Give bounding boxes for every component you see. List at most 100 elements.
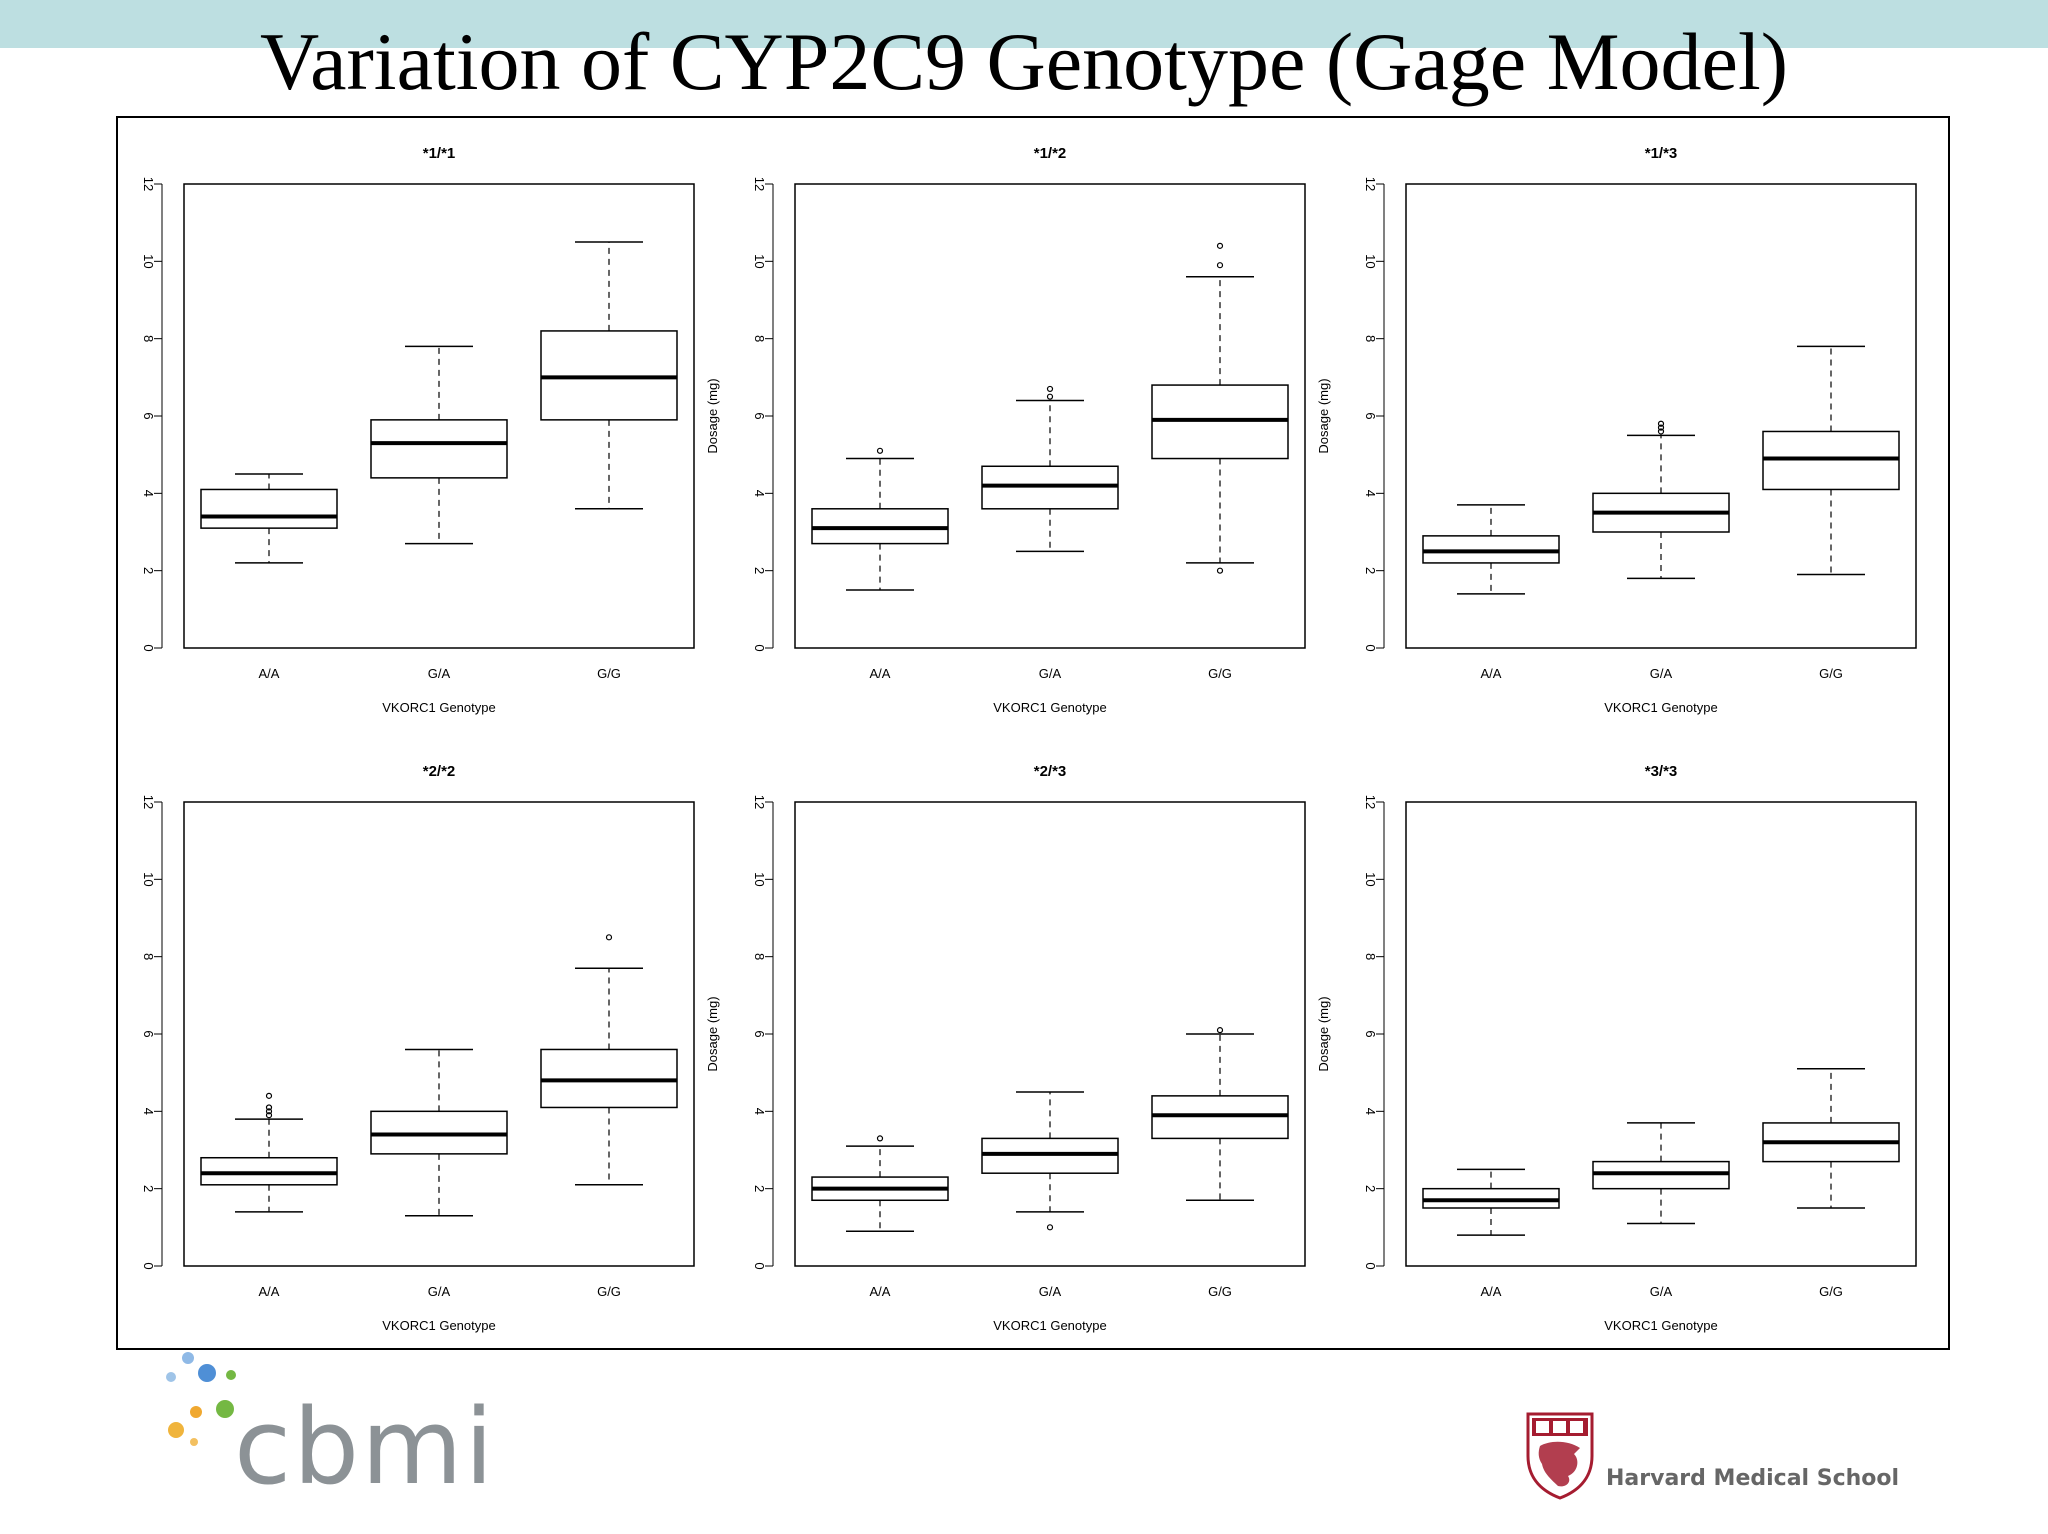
y-tick-label: 2	[141, 567, 156, 574]
y-tick-label: 4	[1363, 1108, 1378, 1115]
harvard-shield-icon	[1526, 1412, 1594, 1500]
x-tick-label: A/A	[1481, 1284, 1502, 1299]
y-axis-label: Dosage (mg)	[1316, 996, 1331, 1071]
y-tick-label: 2	[1363, 1185, 1378, 1192]
outlier-point	[1216, 262, 1224, 269]
x-tick-label: A/A	[259, 666, 280, 681]
x-tick-label: G/G	[1819, 1284, 1843, 1299]
x-axis-label: VKORC1 Genotype	[1604, 1318, 1717, 1333]
panel-title: *2/*3	[1034, 763, 1067, 780]
x-tick-label: G/A	[1039, 1284, 1062, 1299]
y-tick-label: 6	[752, 1030, 767, 1037]
y-tick-label: 4	[141, 490, 156, 497]
x-axis-label: VKORC1 Genotype	[382, 700, 495, 715]
y-tick-label: 6	[141, 1030, 156, 1037]
y-tick-label: 2	[752, 1185, 767, 1192]
y-tick-label: 2	[1363, 567, 1378, 574]
y-tick-label: 10	[141, 254, 156, 268]
y-tick-label: 10	[752, 872, 767, 886]
outlier-point	[265, 1108, 273, 1115]
x-tick-label: G/G	[1819, 666, 1843, 681]
panel-title: *3/*3	[1645, 763, 1678, 780]
cbmi-logo: cbmi	[160, 1350, 500, 1510]
outlier-point	[265, 1104, 273, 1111]
outlier-point	[1216, 567, 1224, 574]
y-tick-label: 0	[752, 644, 767, 651]
y-tick-label: 0	[141, 1262, 156, 1269]
y-tick-label: 4	[1363, 490, 1378, 497]
outlier-point	[605, 934, 613, 941]
y-tick-label: 12	[141, 795, 156, 809]
outlier-point	[1216, 242, 1224, 249]
x-tick-label: A/A	[1481, 666, 1502, 681]
y-tick-label: 8	[1363, 953, 1378, 960]
cbmi-dot-icon	[190, 1438, 198, 1446]
y-tick-label: 6	[1363, 412, 1378, 419]
outlier-point	[1657, 428, 1665, 435]
outlier-point	[1216, 1027, 1224, 1034]
harvard-medical-school-logo: Harvard Medical School	[1524, 1406, 1899, 1516]
y-tick-label: 12	[1363, 795, 1378, 809]
y-axis-label: Dosage (mg)	[1316, 378, 1331, 453]
y-tick-label: 8	[752, 953, 767, 960]
x-axis-label: VKORC1 Genotype	[993, 700, 1106, 715]
x-tick-label: G/G	[597, 1284, 621, 1299]
y-axis-label: Dosage (mg)	[705, 378, 720, 453]
plot-area	[183, 801, 695, 1267]
x-tick-label: G/G	[597, 666, 621, 681]
boxplot-panel: *1/*2 0 2 4 6 8 10 12 Dosage (mg) A/A G/A G/G VKORC1…	[705, 145, 1306, 715]
panel-title: *1/*1	[423, 145, 456, 162]
cbmi-dot-icon	[168, 1422, 184, 1438]
outlier-point	[1046, 385, 1054, 393]
cbmi-dot-icon	[226, 1370, 236, 1380]
cbmi-dot-icon	[182, 1352, 194, 1364]
x-tick-label: A/A	[870, 666, 891, 681]
boxplot-panel: *3/*3 0 2 4 6 8 10 12 Dosage (mg) A/A G/A G/G VKORC1…	[1316, 763, 1917, 1333]
panel-title: *1/*3	[1645, 145, 1678, 162]
x-tick-label: G/A	[1039, 666, 1062, 681]
plot-area	[794, 183, 1306, 649]
y-tick-label: 12	[141, 177, 156, 191]
y-tick-label: 12	[1363, 177, 1378, 191]
y-tick-label: 8	[1363, 335, 1378, 342]
panel-title: *1/*2	[1034, 145, 1067, 162]
y-tick-label: 10	[1363, 872, 1378, 886]
cbmi-dot-icon	[216, 1400, 234, 1418]
y-tick-label: 8	[752, 335, 767, 342]
outlier-point	[265, 1112, 273, 1119]
cbmi-wordmark: cbmi	[234, 1386, 496, 1508]
cbmi-dot-icon	[190, 1406, 202, 1418]
outlier-point	[1657, 424, 1665, 431]
outlier-point	[1046, 1224, 1054, 1231]
boxplot-panel: *1/*1024681012Dosage (mg)A/AG/AG/GVKORC1…	[141, 145, 695, 715]
x-axis-label: VKORC1 Genotype	[993, 1318, 1106, 1333]
y-tick-label: 6	[141, 412, 156, 419]
y-axis-label: Dosage (mg)	[705, 996, 720, 1071]
hms-wordmark: Harvard Medical School	[1606, 1466, 1900, 1491]
cbmi-dot-icon	[198, 1364, 216, 1382]
y-tick-label: 0	[752, 1262, 767, 1269]
x-axis-label: VKORC1 Genotype	[382, 1318, 495, 1333]
x-tick-label: G/G	[1208, 1284, 1232, 1299]
y-tick-label: 10	[1363, 254, 1378, 268]
box	[370, 419, 508, 479]
box	[200, 488, 338, 529]
outlier-point	[876, 1135, 884, 1142]
x-axis-label: VKORC1 Genotype	[1604, 700, 1717, 715]
y-tick-label: 12	[752, 795, 767, 809]
slide-title: Variation of CYP2C9 Genotype (Gage Model…	[259, 16, 1789, 107]
plot-area	[1405, 801, 1917, 1267]
outlier-point	[1657, 420, 1665, 427]
x-tick-label: G/A	[428, 1284, 451, 1299]
y-tick-label: 4	[141, 1108, 156, 1115]
y-tick-label: 12	[752, 177, 767, 191]
y-tick-label: 10	[752, 254, 767, 268]
cbmi-dot-icon	[166, 1372, 176, 1382]
boxplot-grid: *1/*1 0 2 4 6 8 10 12 Dosage (mg) A/A G/A G/G VKORC1…	[141, 145, 1917, 1333]
y-tick-label: 4	[752, 1108, 767, 1115]
y-tick-label: 0	[1363, 1262, 1378, 1269]
y-tick-label: 4	[752, 490, 767, 497]
x-tick-label: A/A	[259, 1284, 280, 1299]
boxplot-panel: *2/*3 0 2 4 6 8 10 12 Dosage (mg) A/A G/A G/G VKORC1…	[705, 763, 1306, 1333]
